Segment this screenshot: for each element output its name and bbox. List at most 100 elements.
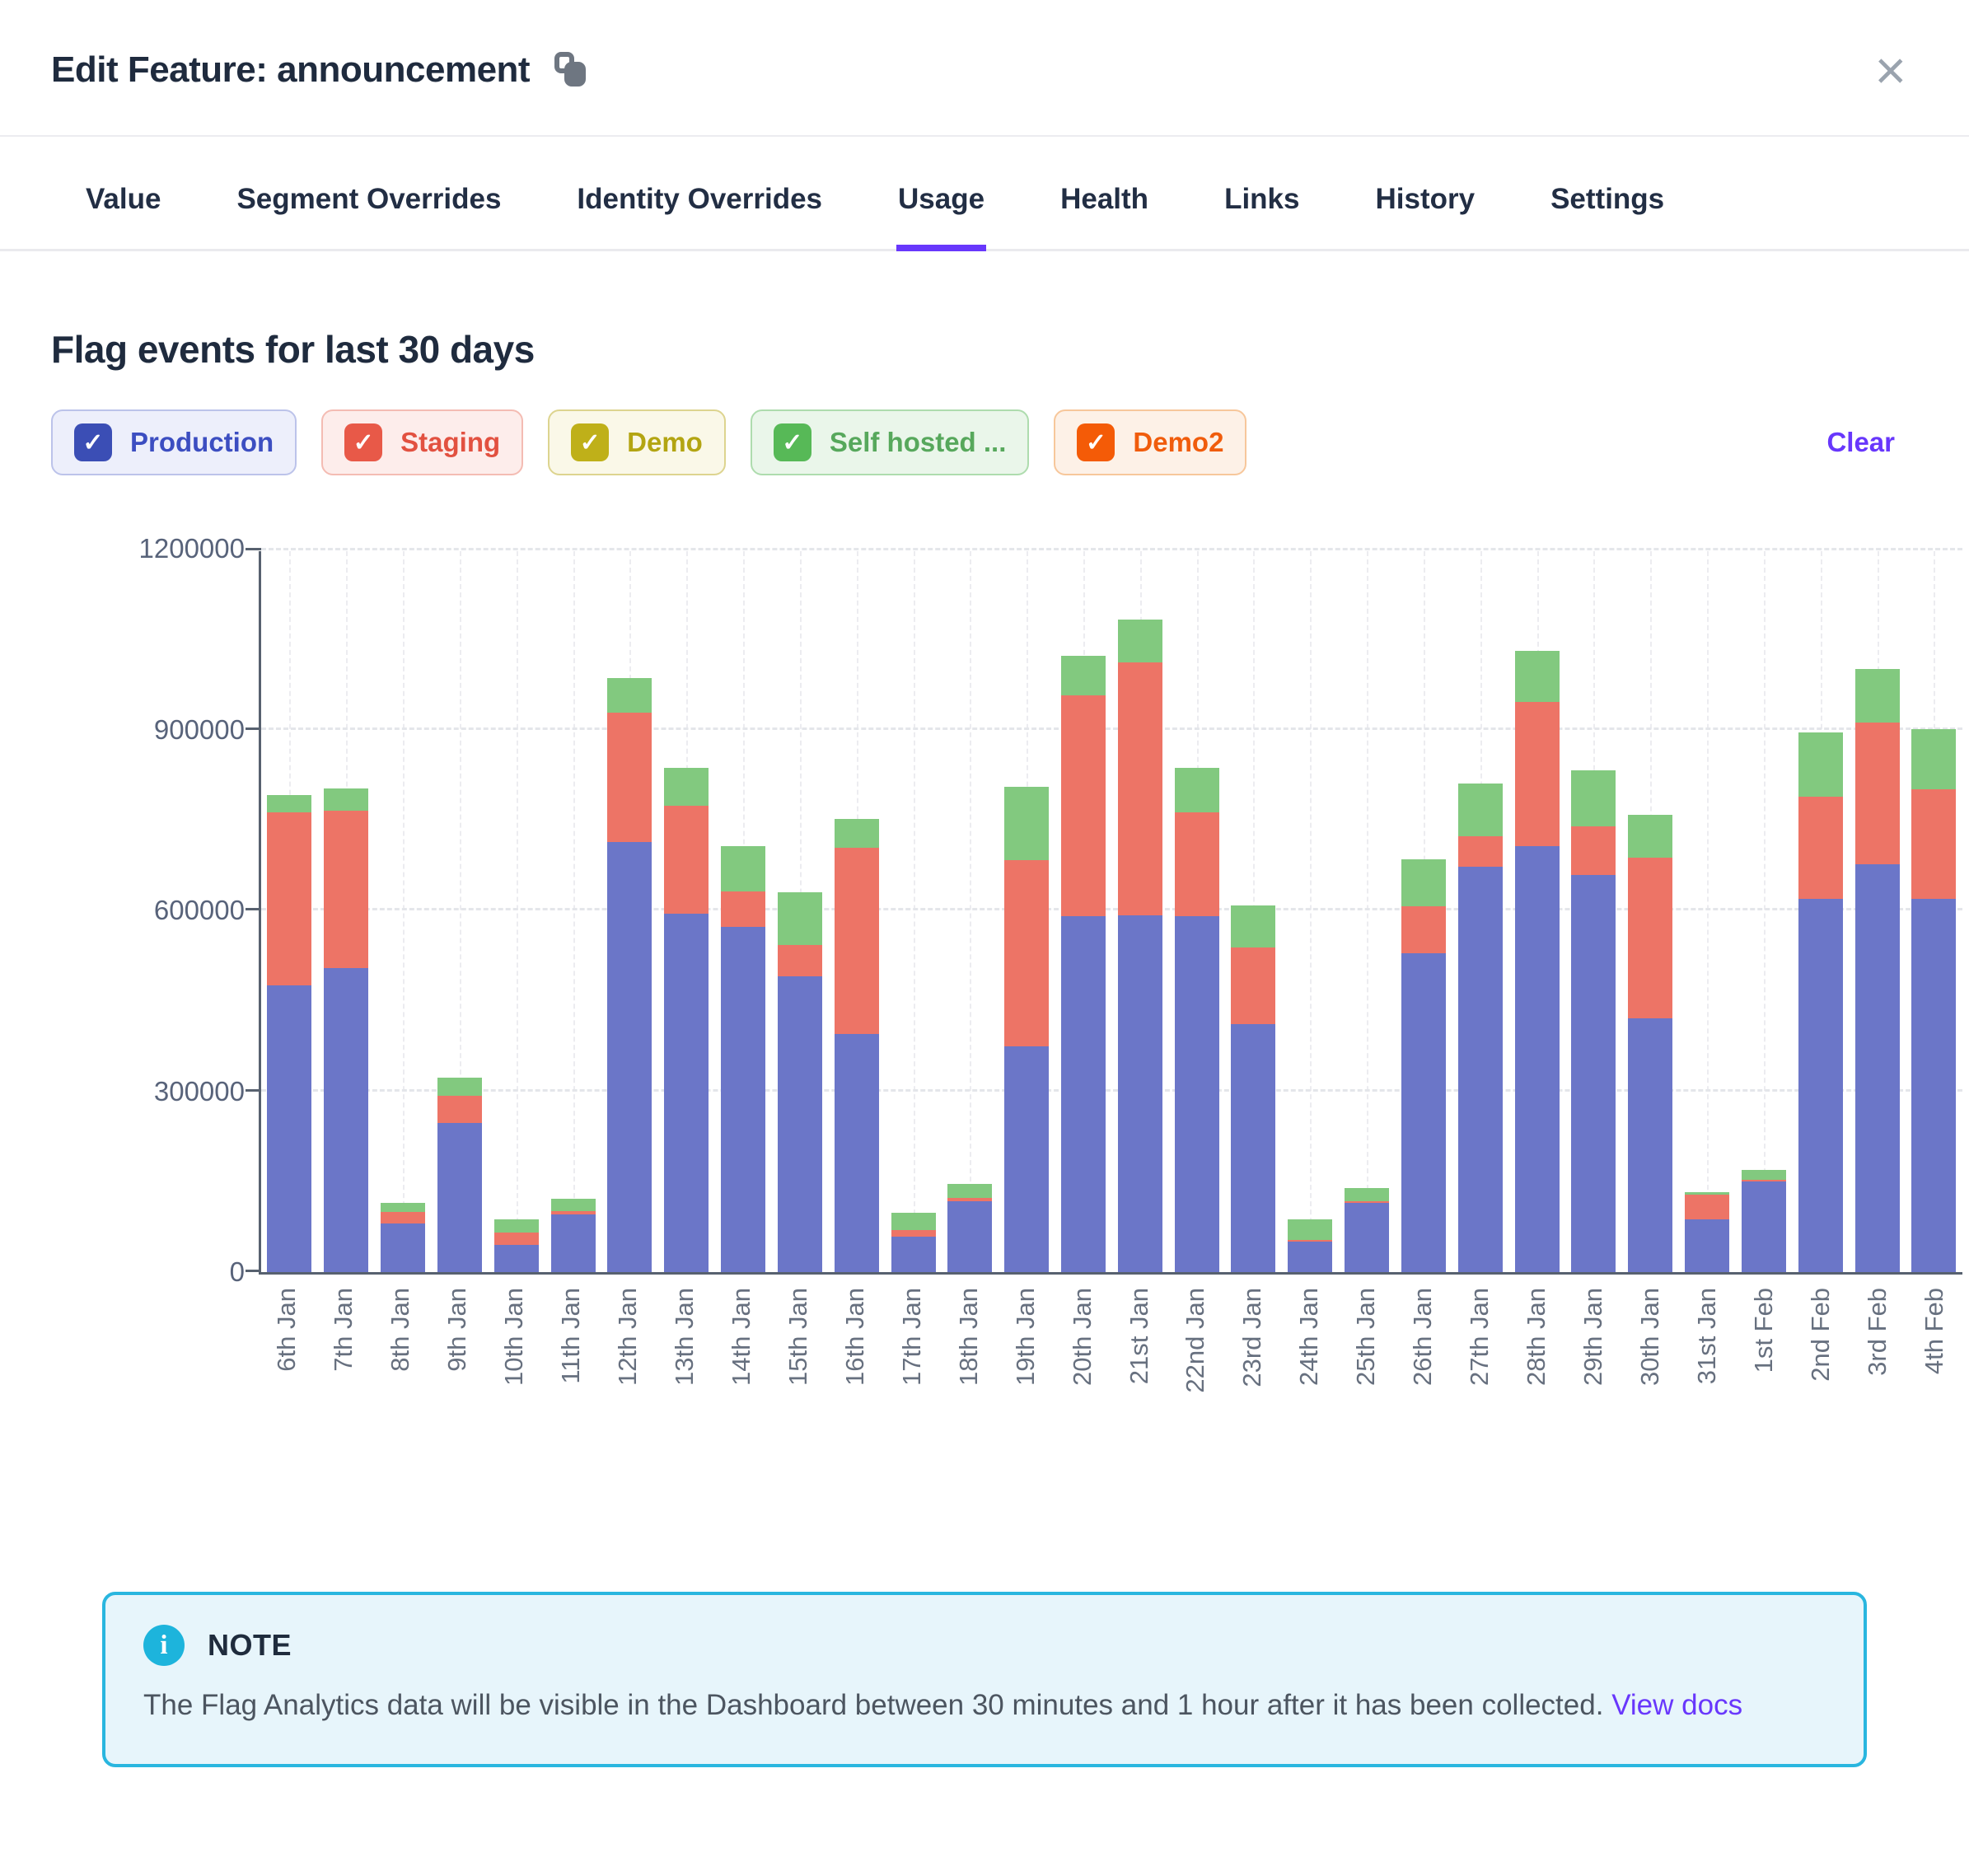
bar-segment-production xyxy=(1061,916,1106,1272)
bar-segment-staging xyxy=(1685,1195,1730,1220)
x-tick-label-cell: 24th Jan xyxy=(1281,1275,1338,1427)
stacked-bar-11th-jan xyxy=(550,1199,596,1272)
checkbox-icon[interactable]: ✓ xyxy=(74,423,112,461)
environment-filter-self-hosted[interactable]: ✓ Self hosted ... xyxy=(750,409,1030,475)
bar-slot xyxy=(1168,551,1225,1272)
y-tick-label: 1200000 xyxy=(138,533,245,564)
tab-history[interactable]: History xyxy=(1337,137,1513,249)
x-tick-label-cell: 29th Jan xyxy=(1565,1275,1622,1427)
bar-slot xyxy=(375,551,432,1272)
note-box: i NOTE The Flag Analytics data will be v… xyxy=(102,1592,1867,1767)
bar-segment-production xyxy=(550,1214,596,1272)
chart-x-axis-labels: 6th Jan 7th Jan 8th Jan 9th Jan 10th Jan 11th… xyxy=(259,1275,1962,1427)
stacked-bar-30th-jan xyxy=(1628,814,1673,1272)
bar-slot xyxy=(1565,551,1622,1272)
bar-slot xyxy=(1849,551,1906,1272)
x-tick-label: 19th Jan xyxy=(1010,1288,1040,1386)
bar-slot xyxy=(1452,551,1508,1272)
bar-segment-staging xyxy=(1231,947,1276,1024)
x-tick-label-cell: 28th Jan xyxy=(1508,1275,1565,1427)
x-tick-label: 24th Jan xyxy=(1294,1288,1324,1386)
bar-segment-production xyxy=(607,841,652,1272)
tab-segment-overrides[interactable]: Segment Overrides xyxy=(199,137,539,249)
x-tick-label-cell: 3rd Feb xyxy=(1849,1275,1906,1427)
bar-segment-production xyxy=(777,976,822,1272)
bar-segment-self-hosted xyxy=(1288,1219,1333,1240)
checkbox-icon[interactable]: ✓ xyxy=(344,423,383,461)
copy-icon[interactable] xyxy=(554,52,587,88)
x-tick-label: 22nd Jan xyxy=(1181,1288,1210,1393)
tab-health[interactable]: Health xyxy=(1022,137,1186,249)
bar-segment-self-hosted xyxy=(1457,784,1503,837)
bar-segment-self-hosted xyxy=(381,1202,426,1212)
environment-filter-row: ✓ Production ✓ Staging ✓ Demo ✓ Self hosted ...… xyxy=(51,409,1918,475)
bar-segment-staging xyxy=(437,1096,482,1124)
bar-segment-staging xyxy=(721,891,766,927)
bar-segment-staging xyxy=(1741,1180,1786,1182)
bar-segment-production xyxy=(1401,952,1446,1272)
checkbox-icon[interactable]: ✓ xyxy=(1077,423,1115,461)
bar-segment-production xyxy=(721,926,766,1272)
tab-settings[interactable]: Settings xyxy=(1513,137,1702,249)
x-tick-label: 10th Jan xyxy=(499,1288,529,1386)
view-docs-link[interactable]: View docs xyxy=(1611,1689,1743,1721)
bar-segment-production xyxy=(834,1034,879,1272)
stacked-bar-16th-jan xyxy=(834,818,879,1272)
bar-segment-production xyxy=(1571,874,1616,1272)
bar-segment-production xyxy=(1741,1181,1786,1272)
environment-filter-demo2[interactable]: ✓ Demo2 xyxy=(1054,409,1247,475)
flag-events-heading: Flag events for last 30 days xyxy=(51,328,535,371)
page-title: Edit Feature: announcement xyxy=(51,49,531,90)
y-tick-label: 0 xyxy=(229,1256,245,1287)
x-tick-label-cell: 20th Jan xyxy=(1054,1275,1111,1427)
checkbox-icon[interactable]: ✓ xyxy=(571,423,610,461)
clear-filters-link[interactable]: Clear xyxy=(1826,427,1895,457)
tab-identity-overrides[interactable]: Identity Overrides xyxy=(539,137,860,249)
bar-segment-self-hosted xyxy=(324,788,369,812)
x-tick-label: 30th Jan xyxy=(1635,1288,1664,1386)
bar-slot xyxy=(261,551,318,1272)
bar-segment-staging xyxy=(1628,858,1673,1018)
bar-slot xyxy=(1622,551,1679,1272)
environment-label: Production xyxy=(130,427,274,457)
bar-segment-self-hosted xyxy=(891,1213,936,1230)
environment-label: Staging xyxy=(400,427,501,457)
y-tick-label: 900000 xyxy=(153,713,245,745)
y-tick-mark xyxy=(246,727,261,730)
bar-segment-staging xyxy=(1514,701,1560,847)
stacked-bar-26th-jan xyxy=(1401,858,1446,1272)
environment-filter-production[interactable]: ✓ Production xyxy=(51,409,297,475)
bar-segment-staging xyxy=(1854,723,1900,864)
gridline xyxy=(261,548,1962,550)
x-tick-label: 7th Jan xyxy=(329,1288,358,1372)
checkbox-icon[interactable]: ✓ xyxy=(773,423,811,461)
bar-segment-production xyxy=(1854,863,1900,1272)
stacked-bar-2nd-feb xyxy=(1798,732,1843,1272)
tab-links[interactable]: Links xyxy=(1186,137,1337,249)
bar-segment-self-hosted xyxy=(1798,732,1843,798)
bar-segment-production xyxy=(1174,915,1219,1272)
x-tick-label: 21st Jan xyxy=(1124,1288,1153,1385)
x-tick-label-cell: 1st Feb xyxy=(1735,1275,1792,1427)
tab-usage[interactable]: Usage xyxy=(860,137,1022,251)
tab-value[interactable]: Value xyxy=(48,137,199,249)
stacked-bar-17th-jan xyxy=(891,1213,936,1272)
bar-segment-staging xyxy=(834,847,879,1034)
x-tick-label-cell: 18th Jan xyxy=(940,1275,997,1427)
y-tick-mark xyxy=(246,548,261,550)
environment-label: Demo2 xyxy=(1133,427,1224,457)
bar-segment-self-hosted xyxy=(493,1219,539,1233)
bar-segment-self-hosted xyxy=(1061,655,1106,695)
environment-filter-staging[interactable]: ✓ Staging xyxy=(321,409,524,475)
bar-segment-self-hosted xyxy=(1117,620,1162,662)
bar-segment-self-hosted xyxy=(1854,669,1900,723)
close-icon[interactable]: × xyxy=(1869,43,1911,97)
modal-header: Edit Feature: announcement × xyxy=(0,0,1969,137)
bar-segment-staging xyxy=(324,811,369,968)
bar-segment-production xyxy=(664,914,709,1272)
x-tick-label: 1st Feb xyxy=(1748,1288,1778,1373)
bar-segment-self-hosted xyxy=(1174,767,1219,812)
x-tick-label: 15th Jan xyxy=(783,1288,812,1386)
environment-filter-demo[interactable]: ✓ Demo xyxy=(548,409,726,475)
bar-segment-self-hosted xyxy=(267,795,312,812)
